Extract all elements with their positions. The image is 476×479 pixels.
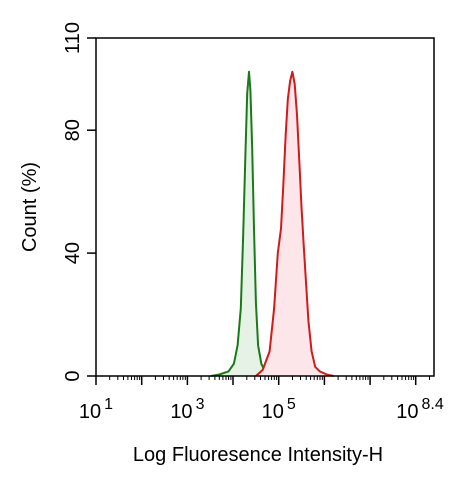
x-tick-label: 10 8.4 [396, 396, 444, 423]
y-axis-ticks [87, 37, 96, 377]
x-tick-exponent: 5 [287, 396, 296, 413]
x-axis-ticks [95, 376, 430, 385]
series-1 [210, 70, 275, 377]
x-tick-exponent: 8.4 [422, 396, 444, 413]
x-tick-base: 10 [170, 401, 192, 423]
series-2 [255, 70, 334, 377]
x-axis-tick-labels: 10 1 10 3 10 5 10 8.4 [79, 396, 444, 423]
y-tick-label: 80 [62, 119, 84, 141]
x-tick-base: 10 [396, 401, 418, 423]
series-2-area [255, 71, 334, 377]
plot-frame [95, 37, 435, 377]
y-tick-label: 0 [62, 370, 84, 381]
x-axis-title: Log Fluoresence Intensity-H [133, 444, 383, 466]
x-tick-exponent: 3 [196, 396, 205, 413]
x-tick-exponent: 1 [104, 396, 113, 413]
x-tick-base: 10 [262, 401, 284, 423]
series-2-line [255, 70, 334, 377]
series-1-area [211, 71, 275, 377]
series-layer [210, 70, 334, 377]
x-tick-label: 10 3 [170, 396, 204, 423]
x-tick-base: 10 [79, 401, 101, 423]
series-1-line [210, 70, 275, 377]
x-tick-label: 10 5 [262, 396, 296, 423]
y-tick-label: 40 [62, 242, 84, 264]
y-axis-tick-labels: 0 40 80 110 [62, 22, 84, 382]
y-tick-label: 110 [62, 22, 84, 54]
x-tick-label: 10 1 [79, 396, 113, 423]
y-axis-title: Count (%) [19, 162, 41, 252]
